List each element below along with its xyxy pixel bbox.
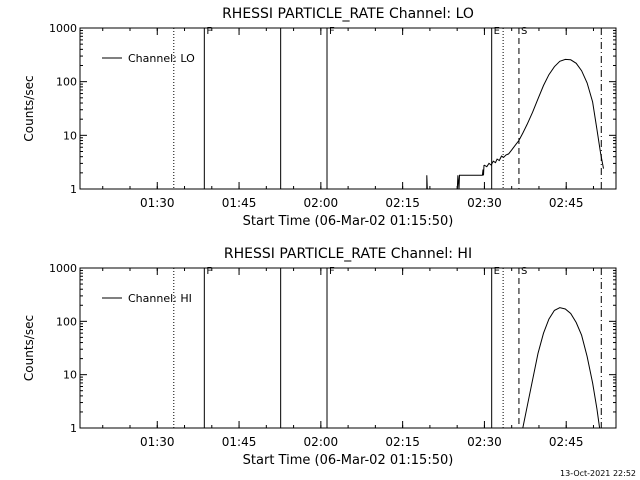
- y-axis-label: Counts/sec: [22, 315, 36, 381]
- y-tick-label: 10: [63, 129, 77, 142]
- x-tick-label: 01:30: [140, 435, 175, 449]
- chart-panel-1: RHESSI PARTICLE_RATE Channel: LO 1 10 100 10…: [22, 6, 617, 229]
- series-line: [426, 175, 428, 190]
- y-tick-label: 1000: [49, 262, 77, 275]
- marker-label: F: [329, 266, 335, 277]
- x-tick-label: 02:30: [467, 435, 502, 449]
- series-line: [522, 307, 601, 429]
- x-tick-label: 01:45: [222, 435, 257, 449]
- x-tick-label: 02:30: [467, 196, 502, 210]
- x-tick-label: 02:45: [549, 435, 584, 449]
- y-tick-label: 100: [56, 315, 77, 328]
- x-tick-label: 02:15: [385, 196, 420, 210]
- legend-label: Channel: HI: [128, 292, 192, 305]
- y-axis-label: Counts/sec: [22, 75, 36, 141]
- x-tick-label: 01:30: [140, 196, 175, 210]
- marker-label: S: [521, 26, 527, 37]
- marker-label: E: [494, 266, 500, 277]
- chart-panel-2: RHESSI PARTICLE_RATE Channel: HI 1 10 100 10…: [22, 246, 617, 468]
- x-tick-label: 02:00: [304, 435, 339, 449]
- y-tick-label: 1: [70, 422, 77, 435]
- marker-label: F: [206, 26, 212, 37]
- generation-timestamp: 13-Oct-2021 22:52: [560, 469, 636, 478]
- y-tick-label: 1000: [49, 22, 77, 35]
- y-tick-label: 100: [56, 76, 77, 89]
- x-axis-label: Start Time (06-Mar-02 01:15:50): [243, 214, 454, 229]
- series-line: [456, 164, 485, 190]
- marker-label: F: [206, 266, 212, 277]
- chart-title: RHESSI PARTICLE_RATE Channel: LO: [222, 6, 474, 22]
- x-tick-label: 02:45: [549, 196, 584, 210]
- marker-label: E: [494, 26, 500, 37]
- marker-label: S: [521, 266, 527, 277]
- series-line: [483, 58, 604, 169]
- y-tick-label: 1: [70, 183, 77, 196]
- legend-label: Channel: LO: [128, 52, 195, 65]
- x-tick-label: 01:45: [222, 196, 257, 210]
- chart-title: RHESSI PARTICLE_RATE Channel: HI: [224, 246, 472, 262]
- x-axis-label: Start Time (06-Mar-02 01:15:50): [243, 453, 454, 468]
- y-tick-label: 10: [63, 369, 77, 382]
- marker-label: F: [329, 26, 335, 37]
- x-tick-label: 02:00: [304, 196, 339, 210]
- x-tick-label: 02:15: [385, 435, 420, 449]
